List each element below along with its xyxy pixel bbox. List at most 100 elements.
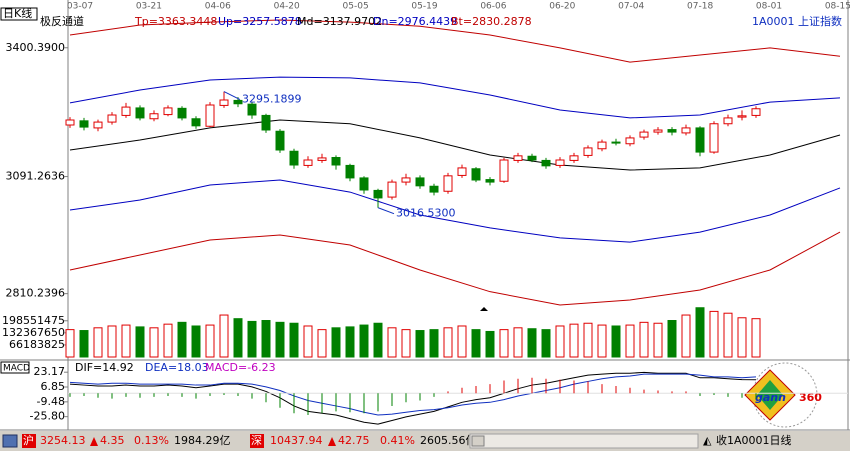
candle-body: [583, 147, 593, 156]
symbol-code: 1A0001: [752, 15, 795, 28]
candle-body: [331, 157, 341, 166]
scrollbar[interactable]: [469, 433, 699, 449]
volume-bar: [261, 320, 271, 358]
volume-bar: [401, 329, 411, 358]
scroll-thumb[interactable]: [471, 435, 485, 447]
volume-bar: [457, 325, 467, 358]
candle-body: [247, 103, 257, 116]
macd-tick-label: -25.80: [30, 410, 65, 423]
candle-body: [275, 130, 285, 151]
candle-body: [191, 118, 201, 127]
volume-bar: [527, 328, 537, 358]
volume-bar: [79, 330, 89, 358]
logo-number: 360: [799, 391, 822, 404]
candle-body: [569, 155, 579, 161]
dea-line: [69, 373, 757, 416]
sh-amount: 1984.29亿: [174, 434, 231, 447]
dif-line: [69, 371, 757, 425]
volume-bar: [345, 326, 355, 358]
sh-change: 4.35: [100, 434, 125, 447]
volume-bar: [485, 330, 495, 358]
period[interactable]: 日K线: [3, 6, 32, 20]
candle-body: [639, 131, 649, 138]
candle-body: [653, 129, 663, 133]
volume-bar: [107, 325, 117, 358]
logo-text: gann: [755, 391, 786, 404]
band-legend: Dn=2976.4439: [373, 15, 457, 28]
candle-body: [751, 108, 761, 116]
volume-bar: [65, 329, 75, 358]
volume-bar: [275, 321, 285, 358]
candle-body: [597, 141, 607, 150]
candle-body: [205, 104, 215, 127]
volume-bar: [667, 320, 677, 358]
sh-market[interactable]: 沪: [23, 433, 34, 447]
macd-legend: MACD=-6.23: [205, 361, 276, 374]
candle-body: [303, 159, 313, 166]
volume-bar: [429, 329, 439, 358]
volume-bar: [751, 318, 761, 358]
macd-tick-label: 6.85: [41, 380, 66, 393]
annotation-leader: [377, 207, 395, 215]
date-label: 03-21: [136, 2, 162, 12]
candle-body: [499, 159, 509, 182]
up-arrow: [90, 437, 98, 446]
candle-body: [149, 113, 159, 120]
volume-bar: [233, 318, 243, 358]
candle-body: [415, 177, 425, 187]
band-line: [69, 119, 841, 171]
volume-bar: [695, 307, 705, 358]
date-label: 08-15: [825, 2, 850, 12]
sz-market[interactable]: 深: [251, 434, 262, 447]
y-tick-label: 3091.2636: [6, 170, 66, 183]
date-label: 05-05: [343, 2, 369, 12]
candle-body: [723, 117, 733, 125]
volume-bar: [653, 322, 663, 358]
volume-bar: [289, 322, 299, 358]
band-legend: Tp=3363.3448: [134, 15, 217, 28]
date-label: 04-06: [205, 2, 231, 12]
view-icon: ◭: [703, 434, 712, 447]
sz-badge[interactable]: [250, 434, 264, 448]
band-line: [69, 76, 841, 119]
volume-bar: [247, 320, 257, 358]
date-label: 08-01: [756, 2, 782, 12]
menu-icon[interactable]: [2, 434, 18, 448]
dif-legend: DIF=14.92: [75, 361, 134, 374]
volume-tick-label: 132367650: [2, 326, 65, 339]
macd-box[interactable]: [0, 361, 30, 374]
cursor-marker: [480, 307, 488, 311]
band-line: [69, 179, 841, 243]
candle-body: [359, 177, 369, 191]
candle-body: [611, 141, 621, 144]
macd-title[interactable]: MACD: [3, 364, 30, 374]
volume-bar: [387, 327, 397, 358]
volume-bar: [513, 327, 523, 358]
candle-body: [709, 123, 719, 153]
sh-badge[interactable]: [22, 434, 36, 448]
candle-body: [513, 155, 523, 161]
period-box[interactable]: [0, 7, 38, 21]
candle-body: [65, 119, 75, 126]
sz-percent: 0.41%: [380, 434, 415, 447]
logo: gann 360: [744, 362, 822, 428]
candle-body: [471, 168, 481, 181]
logo-inner: [757, 380, 783, 410]
y-tick-label: 3400.3900: [6, 41, 66, 54]
volume-bar: [303, 325, 313, 358]
date-label: 03-07: [67, 2, 93, 12]
volume-tick-label: 198551475: [2, 314, 65, 327]
candle-body: [373, 189, 383, 199]
macd-tick-label: 23.17: [34, 365, 66, 378]
volume-bar: [583, 322, 593, 358]
volume-bar: [443, 327, 453, 358]
volume-bar: [555, 325, 565, 358]
sh-percent: 0.13%: [134, 434, 169, 447]
volume-bar: [163, 323, 173, 358]
volume-bar: [471, 329, 481, 358]
view-label[interactable]: 收1A0001日线: [716, 433, 792, 447]
y-tick-label: 2810.2396: [6, 287, 66, 300]
band-legend: Up=3257.5878: [218, 15, 302, 28]
volume-bar: [205, 324, 215, 358]
